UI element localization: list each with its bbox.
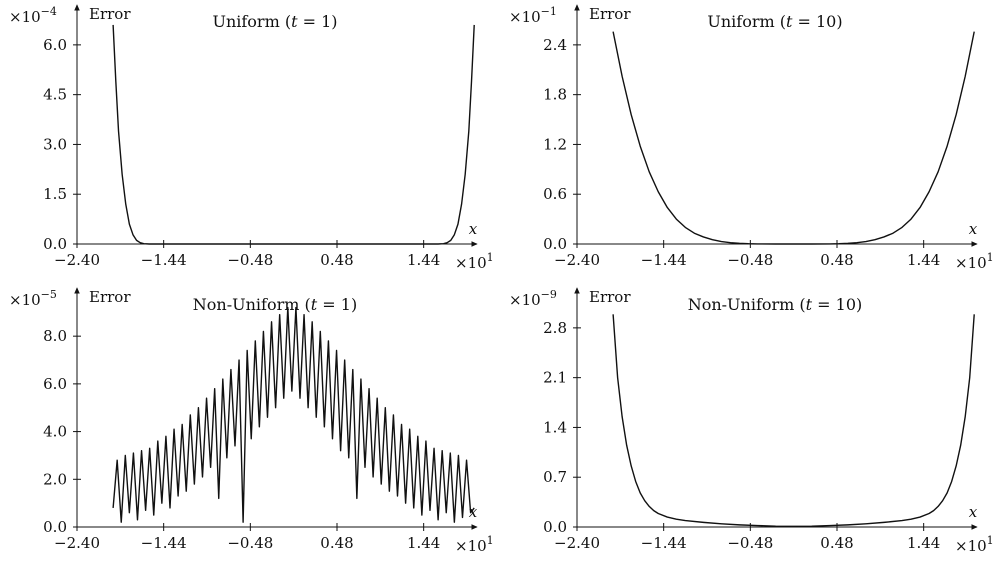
x-tick-label: −0.48 [227, 534, 273, 552]
y-tick-label: 2.8 [543, 319, 567, 337]
chart-title: Non-Uniform (t = 10) [688, 295, 863, 314]
y-scale-factor: ×10−4 [9, 5, 57, 26]
y-tick-label: 3.0 [43, 135, 67, 153]
x-scale-factor: ×101 [455, 534, 494, 555]
x-tick-label: −0.48 [227, 251, 273, 269]
y-tick-label: 4.5 [43, 86, 67, 104]
x-tick-label: 1.44 [407, 534, 440, 552]
x-tick-label: −0.48 [727, 251, 773, 269]
x-tick-label: 0.48 [820, 251, 853, 269]
y-axis-label: Error [589, 5, 631, 23]
y-axis-label: Error [589, 288, 631, 306]
chart-panel-4: −2.40 −1.44 −0.48 0.48 1.44 0.0 0.7 1.4 2.1 2.8 ×1… [509, 287, 994, 555]
x-tick-label: −2.40 [54, 251, 100, 269]
y-tick-label: 8.0 [43, 327, 67, 345]
x-tick-label: −2.40 [554, 251, 600, 269]
y-tick-label: 0.6 [543, 185, 567, 203]
x-axis-label: x [969, 503, 978, 521]
series-line [612, 31, 975, 245]
x-tick-label: 1.44 [407, 251, 440, 269]
y-tick-label: 1.5 [43, 185, 67, 203]
y-tick-label: 1.4 [543, 418, 567, 436]
y-axis-label: Error [89, 288, 131, 306]
y-tick-label: 0.0 [543, 518, 567, 536]
series-line [112, 24, 475, 245]
x-tick-label: −2.40 [554, 534, 600, 552]
y-tick-label: 0.0 [43, 518, 67, 536]
y-tick-label: 1.8 [543, 86, 567, 104]
y-axis-label: Error [89, 5, 131, 23]
y-scale-factor: ×10−9 [509, 288, 557, 309]
y-tick-label: 2.0 [43, 470, 67, 488]
x-tick-label: −1.44 [141, 251, 187, 269]
chart-panel-1: −2.40 −1.44 −0.48 0.48 1.44 0.0 1.5 3.0 4.5 6.0 ×1… [9, 4, 494, 272]
x-tick-label: −2.40 [54, 534, 100, 552]
chart-panel-2: −2.40 −1.44 −0.48 0.48 1.44 0.0 0.6 1.2 1.8 2.4 ×1… [509, 4, 994, 272]
y-scale-factor: ×10−1 [509, 5, 557, 26]
y-scale-factor: ×10−5 [9, 288, 57, 309]
y-tick-label: 2.4 [543, 36, 567, 54]
x-tick-label: −1.44 [141, 534, 187, 552]
chart-title: Uniform (t = 1) [212, 12, 337, 31]
x-tick-label: 1.44 [907, 251, 940, 269]
x-axis-label: x [469, 503, 478, 521]
x-tick-label: −1.44 [641, 251, 687, 269]
y-tick-label: 0.0 [543, 235, 567, 253]
x-tick-label: 0.48 [320, 534, 353, 552]
x-tick-label: −0.48 [727, 534, 773, 552]
y-tick-label: 2.1 [543, 369, 567, 387]
y-tick-label: 1.2 [543, 135, 567, 153]
chart-panel-3: −2.40 −1.44 −0.48 0.48 1.44 0.0 2.0 4.0 6.0 8.0 ×1… [9, 287, 494, 555]
series-line [112, 306, 475, 523]
x-tick-label: −1.44 [641, 534, 687, 552]
series-line [612, 314, 975, 527]
x-tick-label: 0.48 [320, 251, 353, 269]
y-tick-label: 0.0 [43, 235, 67, 253]
chart-title: Uniform (t = 10) [707, 12, 842, 31]
x-axis-label: x [469, 220, 478, 238]
x-scale-factor: ×101 [455, 251, 494, 272]
y-tick-label: 6.0 [43, 375, 67, 393]
y-tick-label: 4.0 [43, 423, 67, 441]
x-scale-factor: ×101 [955, 251, 994, 272]
x-axis-label: x [969, 220, 978, 238]
y-tick-label: 0.7 [543, 468, 567, 486]
x-scale-factor: ×101 [955, 534, 994, 555]
x-tick-label: 0.48 [820, 534, 853, 552]
y-tick-label: 6.0 [43, 36, 67, 54]
chart-title: Non-Uniform (t = 1) [193, 295, 357, 314]
x-tick-label: 1.44 [907, 534, 940, 552]
